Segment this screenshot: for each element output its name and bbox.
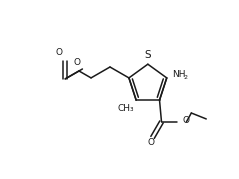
Text: CH₃: CH₃ bbox=[118, 103, 135, 113]
Text: O: O bbox=[56, 48, 63, 57]
Text: NH: NH bbox=[172, 70, 185, 79]
Text: O: O bbox=[74, 58, 81, 67]
Text: S: S bbox=[145, 50, 151, 60]
Text: O: O bbox=[147, 138, 154, 147]
Text: 2: 2 bbox=[184, 75, 188, 80]
Text: O: O bbox=[182, 116, 189, 125]
